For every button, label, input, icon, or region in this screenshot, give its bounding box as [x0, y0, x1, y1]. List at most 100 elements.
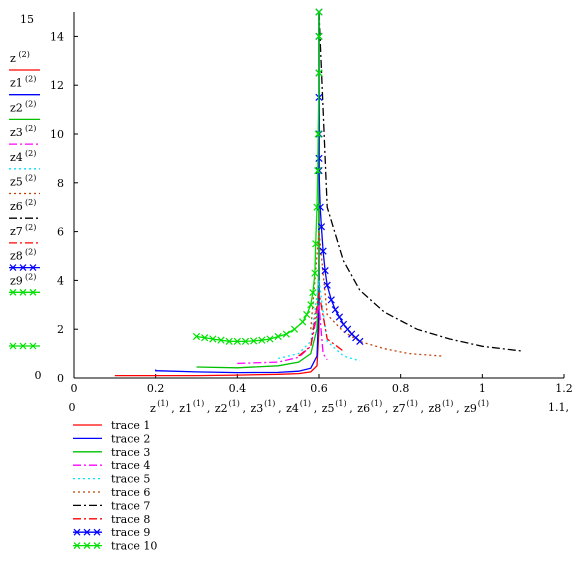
- series-line-trace-5: [278, 280, 360, 362]
- series-point-trace-10: [307, 301, 315, 309]
- legend-label-trace-3: trace 3: [111, 446, 150, 459]
- series-line-trace-6: [310, 231, 442, 357]
- x-label-comma: ,: [456, 402, 460, 415]
- x-label-comma: ,: [385, 402, 389, 415]
- y-label-sample-trace-9-marker: [19, 264, 27, 272]
- y-min-label: 0: [35, 369, 42, 382]
- series-point-trace-10: [299, 318, 307, 326]
- series-point-trace-9: [323, 281, 331, 289]
- series-point-trace-10: [315, 32, 323, 41]
- y-axis-label: z (2)z1 (2)z2 (2)z3 (2)z4 (2)z5 (2)z6 (2)z7 (2)z…: [9, 50, 40, 350]
- legend-label-trace-1: trace 1: [111, 419, 150, 432]
- y-label-sample-trace-9-marker: [9, 264, 17, 272]
- legend-label-trace-6: trace 6: [111, 486, 150, 499]
- series-point-trace-10: [258, 336, 266, 344]
- series-point-trace-9: [321, 267, 329, 275]
- x-label-comma: ,: [349, 402, 353, 415]
- x-label-superscript: (1): [157, 399, 168, 408]
- y-label-name: z3: [10, 126, 23, 139]
- series-point-trace-10: [282, 330, 290, 338]
- x-label-comma: ,: [421, 402, 425, 415]
- x-label-name: z8: [429, 402, 442, 415]
- y-label-superscript: (2): [25, 223, 36, 232]
- x-label-name: z1: [179, 402, 192, 415]
- x-label-comma: ,: [278, 402, 282, 415]
- x-label-name: z9: [464, 402, 477, 415]
- x-label-comma: ,: [207, 402, 211, 415]
- x-axis-label: z (1), z1 (1), z2 (1), z3 (1), z4 (1), z5 (1), z6 (1)…: [150, 399, 489, 415]
- y-label-sample-trace-10-marker: [19, 288, 27, 296]
- y-label-superscript: (2): [25, 248, 36, 257]
- legend-label-trace-9: trace 9: [111, 526, 150, 539]
- legend-sample-trace-10-marker: [83, 542, 91, 550]
- series-point-trace-9: [335, 313, 344, 321]
- x-label-superscript: (1): [335, 399, 346, 408]
- y-tick-label: 0: [57, 372, 64, 385]
- y-label-sample-trace-10-marker: [29, 342, 37, 350]
- y-label-name: z5: [10, 176, 23, 189]
- y-label-superscript: (2): [25, 272, 36, 281]
- series-line-trace-7: [318, 11, 524, 352]
- y-label-name: z1: [10, 77, 23, 90]
- y-label-sample-trace-10-marker: [19, 342, 27, 350]
- x-label-name: z6: [357, 402, 370, 415]
- x-label-comma: ,: [171, 402, 175, 415]
- y-tick-label: 10: [50, 128, 64, 141]
- y-label-superscript: (2): [25, 149, 36, 158]
- y-label-sample-trace-10-marker: [9, 288, 17, 296]
- series-line-trace-8: [298, 292, 344, 357]
- y-label-sample-trace-10-marker: [9, 342, 17, 350]
- y-label-name: z2: [10, 101, 23, 114]
- series-point-trace-10: [315, 69, 323, 77]
- series-point-trace-9: [315, 166, 323, 175]
- x-label-superscript: (1): [478, 399, 489, 408]
- series-line-trace-3: [196, 12, 320, 369]
- y-tick-label: 4: [57, 274, 64, 287]
- series-line-trace-4: [237, 304, 328, 365]
- series-line-trace-1: [114, 12, 320, 377]
- x-label-superscript: (1): [264, 399, 275, 408]
- series-line-trace-10: [196, 12, 320, 343]
- x-tick-label: 0: [71, 382, 78, 395]
- y-label-superscript: (2): [25, 99, 36, 108]
- x-label-superscript: (1): [371, 399, 382, 408]
- y-label-name: z4: [10, 151, 23, 164]
- legend-label-trace-4: trace 4: [111, 459, 150, 472]
- series-point-trace-10: [311, 269, 319, 277]
- legend-sample-trace-9-marker: [83, 528, 91, 536]
- x-label-name: z2: [215, 402, 228, 415]
- series-layer: [114, 8, 524, 377]
- y-tick-label: 2: [57, 323, 64, 336]
- x-label-superscript: (1): [300, 399, 311, 408]
- series-point-trace-9: [317, 223, 326, 231]
- y-label-superscript: (2): [25, 174, 36, 183]
- series-point-trace-10: [290, 325, 299, 333]
- x-label-superscript: (1): [229, 399, 240, 408]
- legend-label-trace-8: trace 8: [111, 513, 150, 526]
- y-label-sample-trace-9-marker: [29, 264, 37, 272]
- series-point-trace-10: [314, 166, 322, 175]
- series-point-trace-10: [217, 336, 225, 344]
- series-line-trace-2: [155, 12, 320, 374]
- y-tick-label: 12: [50, 79, 64, 92]
- x-label-name: z4: [286, 402, 299, 415]
- legend-label-trace-2: trace 2: [111, 432, 150, 445]
- y-label-superscript: (2): [25, 198, 36, 207]
- series-point-trace-10: [201, 334, 209, 342]
- legend-sample-trace-9-marker: [73, 528, 81, 536]
- series-point-trace-10: [315, 8, 323, 16]
- series-line-trace-9: [318, 12, 361, 342]
- series-point-trace-10: [303, 310, 311, 319]
- x-label-name: z: [150, 402, 156, 415]
- y-tick-label: 14: [50, 30, 64, 43]
- x-label-name: z3: [251, 402, 264, 415]
- x-label-name: z5: [322, 402, 335, 415]
- y-top-label: 15: [20, 13, 34, 26]
- series-point-trace-10: [274, 332, 282, 341]
- legend-sample-trace-9-marker: [93, 528, 101, 536]
- series-point-trace-10: [309, 288, 317, 297]
- series-point-trace-9: [327, 296, 335, 304]
- series-point-trace-10: [250, 337, 258, 345]
